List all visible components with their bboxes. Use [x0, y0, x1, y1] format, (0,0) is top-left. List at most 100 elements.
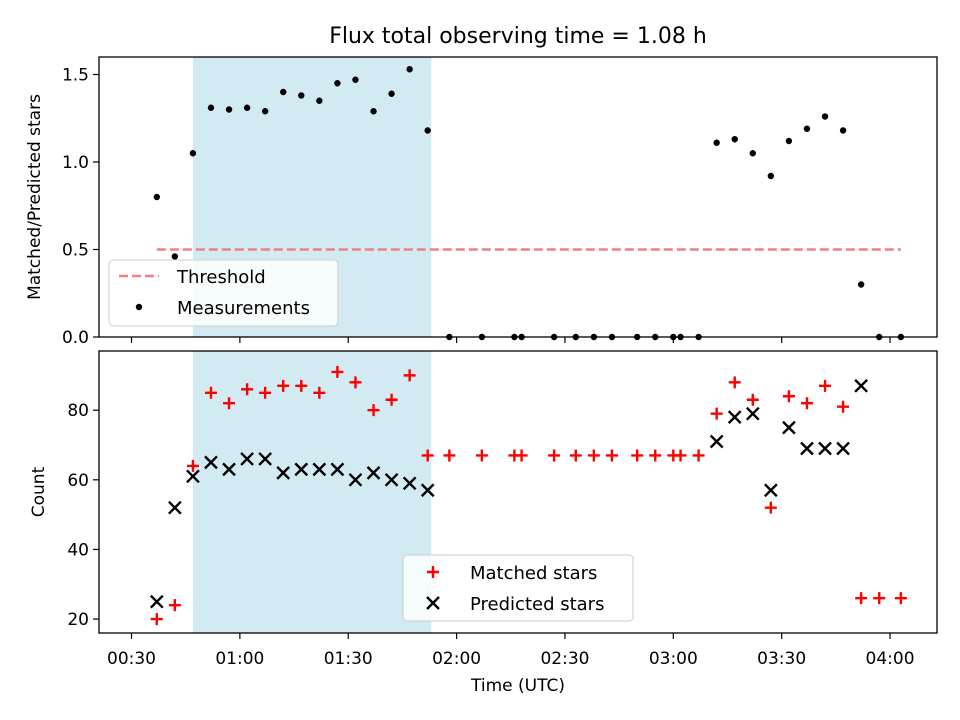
data-point	[388, 90, 395, 97]
data-point	[443, 449, 456, 462]
top-y-axis-label: Matched/Predicted stars	[25, 94, 45, 300]
data-point	[800, 397, 813, 410]
data-point	[186, 459, 199, 472]
series-measurements	[153, 66, 905, 341]
y-tick-label: 60	[67, 471, 89, 491]
legend-box	[402, 554, 634, 622]
legend-measurements-label: Measurements	[177, 298, 310, 319]
shaded-span	[192, 351, 432, 633]
data-point	[569, 449, 582, 462]
data-point	[475, 449, 488, 462]
data-point	[854, 378, 868, 393]
data-point	[857, 281, 865, 288]
data-point	[261, 108, 269, 115]
data-point	[548, 449, 561, 462]
x-tick-label: 03:00	[649, 649, 698, 669]
chart-title: Flux total observing time = 1.08 h	[329, 24, 707, 49]
data-point	[745, 406, 760, 421]
data-point	[276, 466, 291, 480]
series-matched-stars	[150, 365, 907, 626]
data-point	[873, 592, 886, 605]
x-tick-label: 02:30	[540, 649, 589, 669]
data-point	[370, 108, 377, 115]
data-point	[727, 410, 742, 424]
x-tick-label: 02:00	[432, 649, 481, 669]
y-tick-label: 20	[67, 610, 89, 630]
data-point	[420, 483, 435, 498]
bottom-panel: 20 40 60 80 00:30 01:00 01:30 02:00 02:30 03:00 03…	[67, 350, 938, 669]
data-point	[710, 407, 723, 420]
y-tick-label: 0.5	[62, 241, 89, 261]
legend: Matched stars Predicted stars	[402, 554, 634, 622]
data-point	[402, 476, 417, 491]
legend-matched-swatch	[427, 566, 439, 578]
data-point	[259, 386, 272, 399]
legend-matched-label: Matched stars	[470, 563, 597, 584]
data-point	[316, 97, 323, 104]
data-point	[782, 390, 795, 403]
data-point	[803, 125, 811, 132]
data-point	[818, 441, 832, 456]
data-point	[294, 462, 309, 477]
data-point	[189, 150, 197, 157]
data-point	[800, 441, 814, 456]
data-point	[587, 449, 600, 462]
data-point	[168, 500, 182, 515]
legend: Threshold Measurements	[108, 259, 339, 327]
data-point	[764, 501, 777, 514]
data-point	[153, 193, 160, 201]
legend-predicted-label: Predicted stars	[470, 594, 604, 615]
data-point	[749, 150, 756, 157]
data-point	[168, 599, 181, 612]
data-point	[839, 127, 847, 134]
data-point	[631, 449, 644, 462]
data-point	[731, 136, 738, 143]
x-tick-label: 03:30	[757, 649, 806, 669]
data-point	[855, 592, 868, 605]
data-point	[150, 613, 163, 626]
data-point	[837, 400, 850, 413]
y-tick-label: 80	[67, 401, 89, 421]
data-point	[406, 66, 413, 73]
y-tick-label: 0.0	[62, 328, 89, 348]
axes-frame	[98, 350, 938, 634]
data-point	[674, 449, 687, 462]
data-point	[819, 379, 832, 392]
data-point	[385, 393, 398, 406]
x-tick-label: 00:30	[107, 649, 156, 669]
data-point	[330, 462, 345, 477]
data-point	[836, 441, 850, 456]
data-point	[258, 452, 273, 466]
x-tick-label: 01:00	[215, 649, 264, 669]
data-point	[785, 137, 793, 145]
data-point	[331, 365, 344, 378]
data-point	[171, 253, 179, 260]
legend-predicted-swatch	[426, 596, 440, 610]
data-point	[334, 80, 341, 87]
data-point	[767, 172, 775, 180]
legend-box	[108, 259, 339, 327]
y-tick-label: 40	[67, 540, 89, 560]
data-point	[424, 127, 431, 134]
x-tick-label: 04:00	[866, 649, 915, 669]
data-point	[515, 449, 528, 462]
data-point	[763, 483, 778, 498]
data-point	[277, 379, 290, 392]
data-point	[204, 455, 218, 470]
data-point	[709, 434, 724, 449]
x-tick-label: 01:30	[324, 649, 373, 669]
data-point	[241, 383, 254, 396]
data-point	[403, 369, 416, 382]
data-point	[298, 92, 305, 99]
x-axis-label: Time (UTC)	[470, 676, 565, 696]
data-point	[821, 113, 829, 120]
bottom-y-axis-label: Count	[29, 466, 49, 517]
legend-measurements-swatch	[135, 303, 143, 311]
data-point	[207, 104, 215, 111]
data-point	[713, 139, 720, 146]
data-point	[222, 462, 236, 477]
data-point	[349, 376, 362, 389]
data-point	[149, 594, 164, 609]
y-tick-label: 1.0	[62, 153, 89, 173]
